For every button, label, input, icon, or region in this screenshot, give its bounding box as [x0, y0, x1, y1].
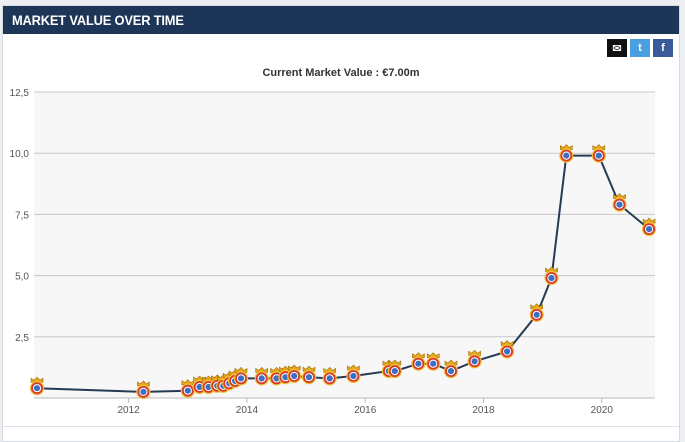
data-point[interactable]: [443, 359, 459, 379]
y-tick-label: 2,5: [15, 333, 29, 344]
data-point[interactable]: [591, 144, 606, 163]
footer-divider: [3, 426, 679, 427]
x-tick-label: 2012: [118, 405, 141, 416]
data-point[interactable]: [544, 266, 559, 286]
facebook-icon: f: [661, 42, 665, 54]
y-tick-label: 7,5: [15, 210, 29, 221]
data-point[interactable]: [254, 366, 269, 386]
share-buttons: ✉ t f: [607, 39, 673, 57]
data-point[interactable]: [559, 144, 574, 163]
data-point[interactable]: [529, 303, 544, 322]
y-tick-label: 5,0: [15, 272, 29, 283]
x-tick-label: 2014: [236, 405, 259, 416]
data-point[interactable]: [387, 359, 402, 379]
data-point[interactable]: [346, 364, 361, 384]
data-point[interactable]: [136, 380, 151, 399]
facebook-share-button[interactable]: f: [653, 39, 673, 57]
data-point[interactable]: [641, 217, 657, 237]
widget-header: MARKET VALUE OVER TIME: [3, 6, 679, 34]
y-tick-label: 12,5: [10, 88, 30, 99]
twitter-icon: t: [638, 42, 642, 54]
widget-title: MARKET VALUE OVER TIME: [12, 12, 184, 28]
x-tick-label: 2020: [591, 405, 614, 416]
data-point[interactable]: [322, 366, 337, 386]
email-share-button[interactable]: ✉: [607, 39, 627, 57]
data-point[interactable]: [287, 364, 302, 384]
twitter-share-button[interactable]: t: [630, 39, 650, 57]
data-point[interactable]: [426, 352, 441, 371]
data-point[interactable]: [411, 352, 426, 371]
chart-title: Current Market Value : €7.00m: [262, 67, 420, 79]
x-tick-label: 2016: [354, 405, 377, 416]
data-point[interactable]: [500, 340, 515, 359]
y-tick-label: 10,0: [10, 149, 30, 160]
data-point[interactable]: [233, 366, 249, 386]
data-point[interactable]: [180, 379, 195, 398]
envelope-icon: ✉: [612, 42, 622, 55]
data-point[interactable]: [467, 349, 482, 369]
data-point[interactable]: [301, 365, 317, 385]
x-tick-label: 2018: [472, 405, 495, 416]
data-point[interactable]: [612, 193, 627, 212]
plot-area: [34, 92, 655, 398]
data-point[interactable]: [29, 376, 45, 396]
